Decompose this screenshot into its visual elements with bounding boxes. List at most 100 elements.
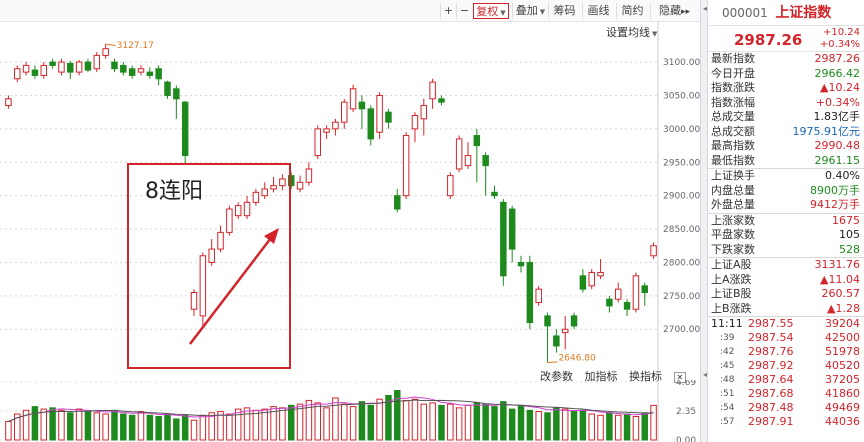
candle-body[interactable] [190,292,198,310]
candle-body[interactable] [588,271,595,287]
volume-bar [40,408,48,441]
close-indicator-icon[interactable]: ✕ [673,372,687,383]
candle-body[interactable] [376,94,383,133]
candle-body[interactable] [464,155,472,167]
hide-button[interactable]: 隐藏▸▸ [650,3,698,19]
stat-label: 上A涨跌 [711,272,752,286]
candle-body[interactable] [438,98,445,103]
candle-body[interactable] [526,261,534,324]
candle-body[interactable] [632,275,640,310]
edit-params-button[interactable]: 改参数 [540,370,573,383]
candle-body[interactable] [614,288,622,300]
candle-body[interactable] [261,188,268,197]
draw-button[interactable]: 画线 [582,3,614,19]
vol-tick-label: 4.69 [676,380,696,388]
collapse-arrow-icon[interactable]: ◂ [702,370,707,379]
candle-body[interactable] [14,68,21,80]
candle-body[interactable] [394,195,401,210]
candle-body[interactable] [164,81,171,96]
candle-body[interactable] [579,275,587,290]
candle-body[interactable] [606,298,613,307]
candle-body[interactable] [181,101,189,157]
volume-bar [217,411,224,441]
candle-body[interactable] [287,175,295,187]
candle-body[interactable] [67,62,74,73]
y-tick-label: 2700.00 [663,325,700,335]
candle-body[interactable] [341,101,348,123]
candle-body[interactable] [349,88,357,110]
candle-body[interactable] [482,155,489,167]
candle-body[interactable] [411,115,419,130]
candle-body[interactable] [49,61,56,66]
candle-body[interactable] [270,185,277,190]
candle-body[interactable] [402,135,410,197]
candle-body[interactable] [332,121,339,130]
candle-body[interactable] [111,61,118,70]
candle-body[interactable] [491,191,498,197]
volume-chart[interactable]: 4.69 2.35 0.00 [0,380,700,442]
add-indicator-button[interactable]: 加指标 [584,370,618,383]
candle-body[interactable] [544,315,551,327]
candle-body[interactable] [120,64,127,73]
candle-body[interactable] [429,81,436,100]
switch-indicator-button[interactable]: 换指标 [629,370,662,383]
candle-body[interactable] [155,68,162,80]
candle-body[interactable] [5,98,12,106]
stat-label: 总成交量 [711,110,755,123]
candle-body[interactable] [31,69,39,76]
candle-body[interactable] [535,288,542,304]
candle-body[interactable] [623,302,631,310]
candle-body[interactable] [305,168,313,183]
candle-body[interactable] [22,64,30,73]
candle-body[interactable] [314,128,321,157]
candle-body[interactable] [40,64,48,76]
candle-body[interactable] [93,54,101,70]
candle-body[interactable] [641,285,648,294]
candle-body[interactable] [358,101,366,110]
candle-body[interactable] [500,201,507,277]
candle-body[interactable] [173,88,180,100]
price-chart[interactable]: 3100.00 3050.00 3000.00 2950.00 2900.00 2850.… [0,22,700,378]
candle-body[interactable] [252,191,260,203]
candle-body[interactable] [473,135,481,147]
collapse-arrow-icon[interactable]: ◂ [702,4,707,13]
candle-body[interactable] [517,261,525,267]
candle-body[interactable] [243,201,251,217]
ma-settings-dropdown[interactable]: 设置均线 ▼ [606,24,657,40]
candle-body[interactable] [455,138,463,170]
zoom-in-button[interactable]: + [440,3,456,19]
candle-body[interactable] [323,128,330,133]
candle-body[interactable] [128,68,136,76]
candle-body[interactable] [279,178,286,187]
candle-body[interactable] [58,61,65,73]
candle-body[interactable] [137,68,145,73]
brief-button[interactable]: 简约 [616,3,648,19]
candle-body[interactable] [234,205,242,217]
candle-body[interactable] [102,48,109,56]
zoom-out-button[interactable]: − [456,3,472,19]
candle-body[interactable] [226,208,233,233]
candle-body[interactable] [84,61,92,71]
candle-body[interactable] [447,175,454,197]
candle-body[interactable] [561,328,569,334]
candle-body[interactable] [570,315,578,327]
candle-body[interactable] [385,111,392,123]
candle-body[interactable] [367,108,375,140]
tick-price: 2987.92 [748,359,794,372]
adjust-button[interactable]: 复权 ▼ [473,3,509,19]
candle-body[interactable] [75,61,83,73]
candle-body[interactable] [199,255,207,317]
chips-button[interactable]: 筹码 [548,3,580,19]
candle-body[interactable] [146,71,154,76]
volume-bar [614,414,622,441]
candle-body[interactable] [508,208,516,250]
candle-body[interactable] [553,335,560,347]
overlay-button[interactable]: 叠加 ▼ [512,3,548,19]
panel-divider[interactable]: ◂ ◂ [700,0,708,442]
candle-body[interactable] [650,245,657,257]
candle-body[interactable] [420,104,428,120]
candle-body[interactable] [296,181,304,190]
candle-body[interactable] [217,231,224,250]
candle-body[interactable] [597,271,604,277]
candle-body[interactable] [208,248,215,263]
